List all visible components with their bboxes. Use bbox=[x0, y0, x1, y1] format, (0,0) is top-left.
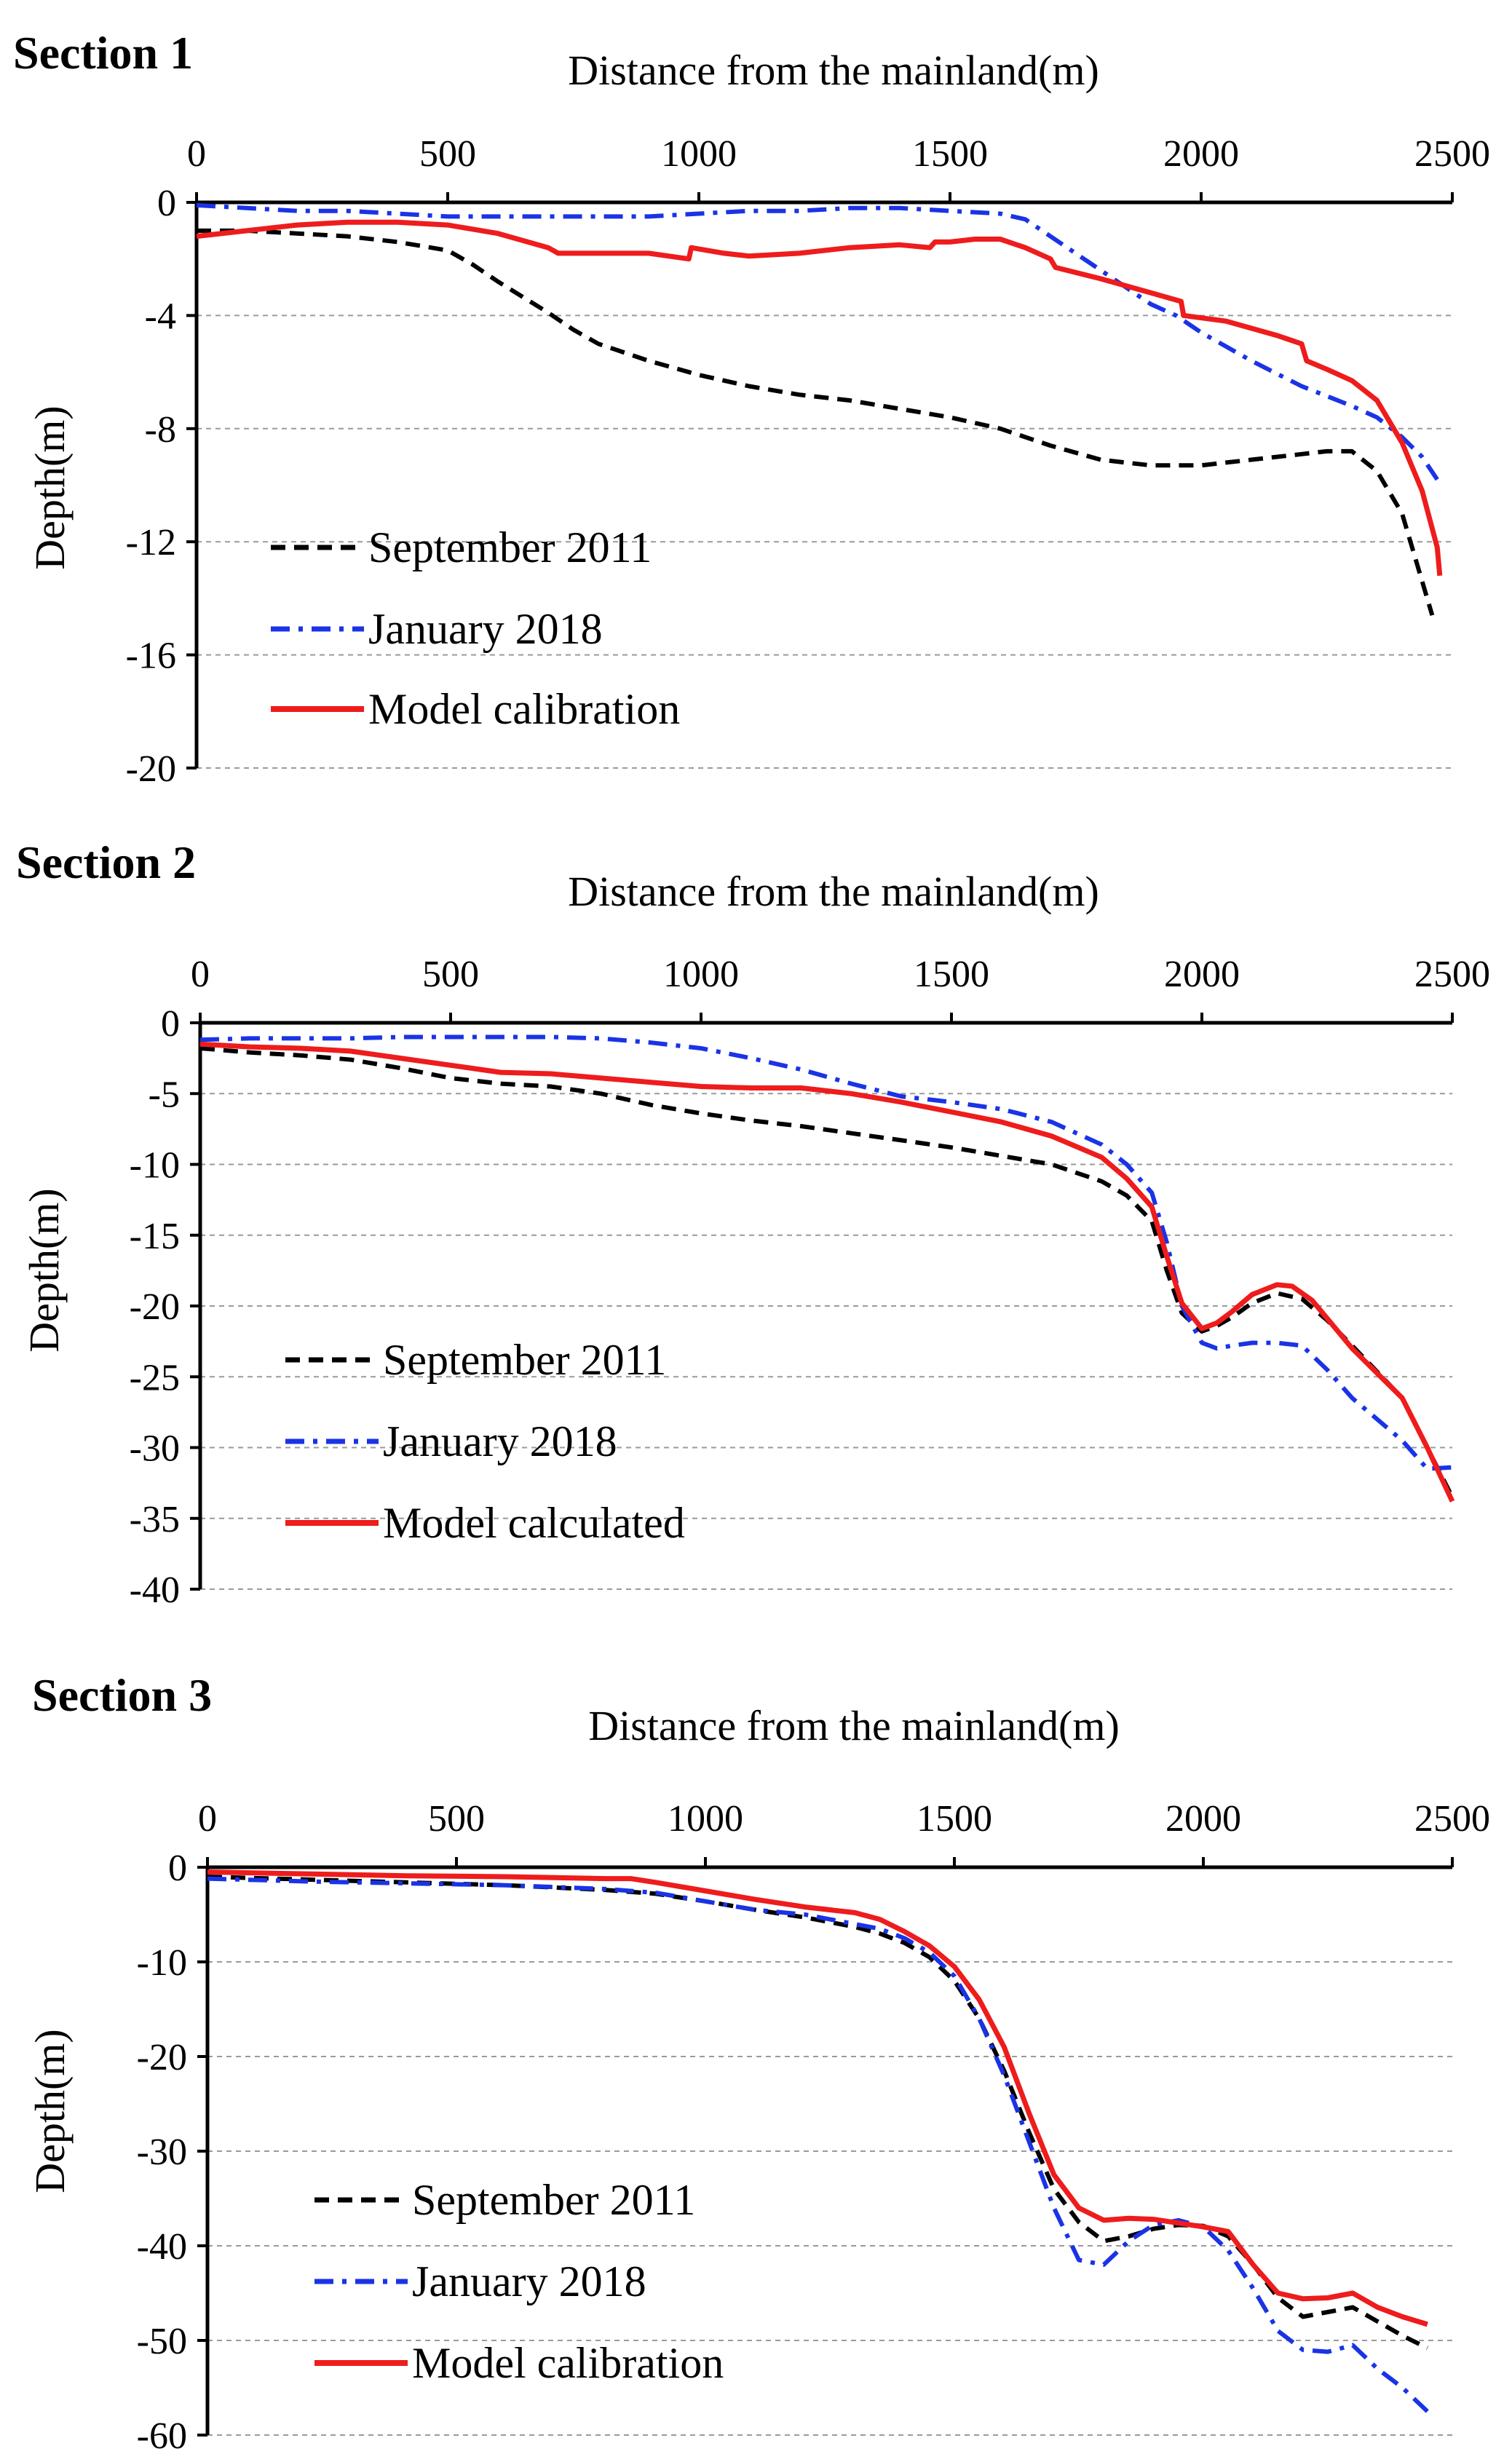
legend-2-label-model-calculated: Model calculated bbox=[383, 1499, 685, 1547]
section-1-series-september-2011 bbox=[197, 228, 1435, 617]
section-3-title: Section 3 bbox=[32, 1669, 212, 1721]
section-2-y-tick-label: -25 bbox=[130, 1357, 180, 1398]
section-2-title: Section 2 bbox=[16, 836, 196, 888]
section-3-x-tick-label: 2500 bbox=[1414, 1798, 1490, 1840]
section-1-y-tick-label: 0 bbox=[157, 183, 176, 224]
section-1-x-tick-label: 500 bbox=[419, 133, 476, 175]
section-1-x-tick-label: 2000 bbox=[1163, 133, 1239, 175]
section-1-y-tick-label: -8 bbox=[145, 409, 176, 451]
section-2-y-tick-label: -40 bbox=[130, 1570, 180, 1611]
legend-2-label-september-2011: September 2011 bbox=[383, 1336, 666, 1384]
section-3-y-tick-label: -50 bbox=[137, 2321, 187, 2362]
section-1-plot-area: 0 -4 -8 -12 -16 -20 0 500 1000 1500 2000 2500 bbox=[126, 133, 1490, 790]
chart-section-1: Section 1 Distance from the mainland(m) … bbox=[13, 27, 1490, 790]
section-3-y-tick-label: -30 bbox=[137, 2132, 187, 2173]
section-2-x-tick-label: 1500 bbox=[914, 954, 989, 995]
section-2-legend: September 2011 January 2018 Model calcul… bbox=[285, 1336, 685, 1547]
section-1-x-tick-label: 2500 bbox=[1414, 133, 1490, 175]
section-1-x-tick-label: 0 bbox=[187, 133, 206, 175]
section-2-x-tick-label: 0 bbox=[191, 954, 210, 995]
section-2-x-tick-label: 1000 bbox=[663, 954, 739, 995]
legend-1-label-september-2011: September 2011 bbox=[368, 523, 652, 571]
section-2-y-tick-label: -30 bbox=[130, 1428, 180, 1470]
section-2-x-tick-label: 2500 bbox=[1414, 954, 1490, 995]
section-2-y-tick-label: -5 bbox=[149, 1074, 180, 1115]
chart-section-3: Section 3 Distance from the mainland(m) … bbox=[26, 1669, 1490, 2457]
section-3-y-tick-label: -40 bbox=[137, 2226, 187, 2268]
section-3-x-axis-title: Distance from the mainland(m) bbox=[588, 1702, 1120, 1749]
section-3-y-tick-label: 0 bbox=[168, 1848, 187, 1889]
section-2-series-model-calculated bbox=[199, 1041, 1455, 1503]
section-3-series-january-2018 bbox=[207, 1876, 1429, 2413]
section-1-y-axis-title: Depth(m) bbox=[26, 405, 74, 570]
section-3-plot-area: 0 -10 -20 -30 -40 -50 -60 0 500 1000 1500 2000 2500 bbox=[137, 1798, 1490, 2457]
section-1-y-tick-label: -20 bbox=[126, 748, 176, 790]
legend-1-label-model-calibration: Model calibration bbox=[368, 685, 680, 733]
section-1-y-tick-label: -4 bbox=[145, 296, 176, 337]
section-2-x-tick-label: 2000 bbox=[1164, 954, 1240, 995]
section-1-series-january-2018 bbox=[196, 202, 1439, 481]
section-3-y-axis-title: Depth(m) bbox=[26, 2029, 74, 2193]
section-3-y-tick-label: -10 bbox=[137, 1942, 187, 1984]
section-3-legend: September 2011 January 2018 Model calibr… bbox=[314, 2176, 724, 2387]
section-2-x-axis-title: Distance from the mainland(m) bbox=[568, 868, 1099, 915]
section-2-x-tick-label: 500 bbox=[422, 954, 479, 995]
section-2-plot-area: 0 -5 -10 -15 -20 -25 -30 -35 -40 0 500 1000 1500 2000… bbox=[130, 954, 1490, 1611]
legend-1-label-january-2018: January 2018 bbox=[368, 605, 603, 653]
section-2-y-tick-label: 0 bbox=[161, 1003, 180, 1045]
section-1-x-axis-title: Distance from the mainland(m) bbox=[568, 47, 1099, 94]
section-3-x-tick-label: 2000 bbox=[1165, 1798, 1241, 1840]
section-3-y-tick-label: -60 bbox=[137, 2415, 187, 2457]
section-2-y-tick-label: -10 bbox=[130, 1145, 180, 1187]
section-3-x-tick-label: 500 bbox=[428, 1798, 485, 1840]
section-3-x-tick-label: 0 bbox=[198, 1798, 217, 1840]
section-3-series-model-calibration bbox=[207, 1869, 1428, 2327]
section-1-y-tick-label: -12 bbox=[126, 522, 176, 563]
section-3-series-september-2011 bbox=[207, 1875, 1429, 2351]
legend-3-label-january-2018: January 2018 bbox=[412, 2257, 646, 2305]
section-2-y-axis-title: Depth(m) bbox=[20, 1188, 68, 1353]
legend-3-label-model-calibration: Model calibration bbox=[412, 2339, 724, 2387]
section-2-y-tick-label: -35 bbox=[130, 1499, 180, 1540]
section-1-series-model-calibration bbox=[196, 219, 1443, 577]
section-1-y-tick-label: -16 bbox=[126, 636, 176, 677]
section-3-x-tick-label: 1000 bbox=[668, 1798, 743, 1840]
section-1-legend: September 2011 January 2018 Model calibr… bbox=[271, 523, 680, 733]
section-3-y-tick-label: -20 bbox=[137, 2037, 187, 2078]
legend-3-label-september-2011: September 2011 bbox=[412, 2176, 695, 2224]
legend-2-label-january-2018: January 2018 bbox=[383, 1417, 617, 1465]
section-3-x-tick-label: 1500 bbox=[917, 1798, 992, 1840]
section-1-x-tick-label: 1500 bbox=[912, 133, 988, 175]
section-2-series-september-2011 bbox=[199, 1046, 1454, 1498]
section-2-series-january-2018 bbox=[199, 1034, 1453, 1471]
chart-section-2: Section 2 Distance from the mainland(m) … bbox=[16, 836, 1490, 1611]
section-2-y-tick-label: -20 bbox=[130, 1286, 180, 1328]
section-1-title: Section 1 bbox=[13, 27, 193, 79]
section-2-y-tick-label: -15 bbox=[130, 1216, 180, 1257]
section-1-x-tick-label: 1000 bbox=[661, 133, 737, 175]
